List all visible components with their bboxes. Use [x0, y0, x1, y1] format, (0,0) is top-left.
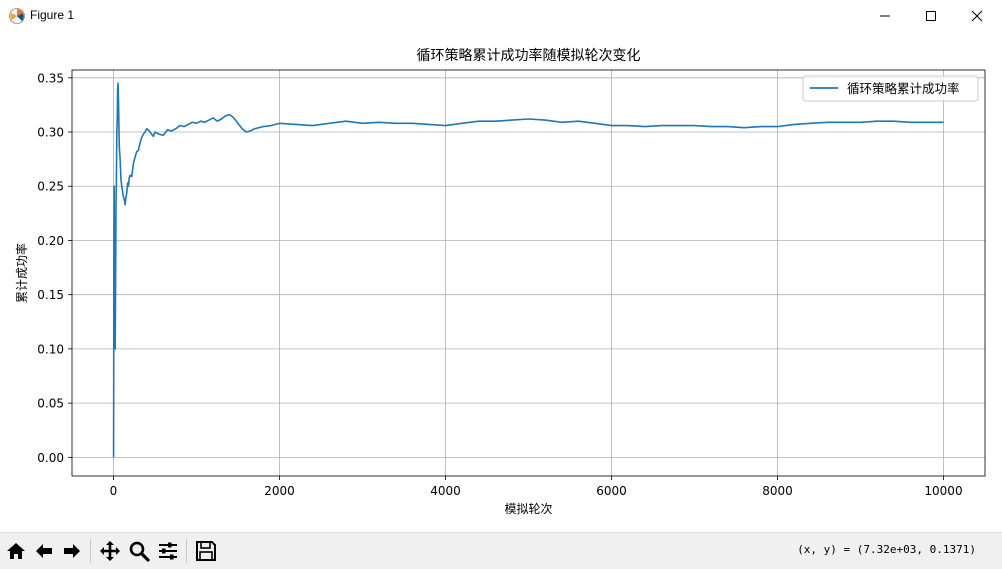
- back-icon: [36, 544, 52, 558]
- legend-label: 循环策略累计成功率: [847, 81, 960, 96]
- toolbar-separator: [186, 539, 187, 563]
- minimize-icon: [880, 15, 890, 17]
- x-tick-label: 2000: [264, 484, 295, 498]
- y-tick-label: 0.35: [37, 71, 64, 85]
- x-tick-label: 0: [110, 484, 118, 498]
- legend: 循环策略累计成功率: [802, 75, 979, 102]
- save-button[interactable]: [194, 539, 218, 563]
- y-axis-ticks: 0.00 0.05 0.10 0.15 0.20 0.25 0.30 0.35: [37, 71, 72, 465]
- title-bar: Figure 1: [0, 0, 1002, 32]
- x-tick-label: 4000: [430, 484, 461, 498]
- pan-button[interactable]: [98, 539, 122, 563]
- y-axis-label: 累计成功率: [14, 243, 29, 303]
- legend-box: [802, 75, 979, 102]
- series-layer: [112, 82, 944, 458]
- matplotlib-app-icon: [8, 7, 26, 25]
- close-icon: [971, 10, 983, 22]
- figure-canvas[interactable]: 循环策略累计成功率随模拟轮次变化 0 2000 4000 6000 8000 10000 …: [0, 32, 1002, 532]
- y-tick-label: 0.25: [37, 180, 64, 194]
- x-tick-label: 8000: [762, 484, 793, 498]
- close-button[interactable]: [954, 0, 1000, 32]
- series-line: [112, 82, 944, 458]
- back-button[interactable]: [32, 539, 56, 563]
- minimize-button[interactable]: [862, 0, 908, 32]
- y-tick-label: 0.30: [37, 126, 64, 140]
- home-button[interactable]: [4, 539, 28, 563]
- configure-subplots-button[interactable]: [156, 539, 180, 563]
- line-chart: 循环策略累计成功率随模拟轮次变化 0 2000 4000 6000 8000 10000 …: [14, 47, 986, 516]
- save-icon: [196, 541, 216, 561]
- x-axis-ticks: 0 2000 4000 6000 8000 10000: [110, 476, 963, 498]
- x-axis-label: 模拟轮次: [504, 502, 552, 516]
- y-tick-label: 0.10: [37, 342, 64, 356]
- y-tick-label: 0.05: [37, 397, 64, 411]
- maximize-button[interactable]: [908, 0, 954, 32]
- home-icon: [7, 543, 25, 559]
- cursor-coordinates: (x, y) = (7.32e+03, 0.1371): [797, 543, 976, 556]
- window-title: Figure 1: [30, 8, 75, 22]
- configure-subplots-icon: [159, 542, 177, 560]
- y-tick-label: 0.20: [37, 234, 64, 248]
- zoom-icon: [129, 541, 150, 562]
- x-tick-label: 10000: [924, 484, 962, 498]
- y-tick-label: 0.15: [37, 288, 64, 302]
- pan-icon: [100, 541, 120, 561]
- toolbar-separator: [90, 539, 91, 563]
- forward-icon: [64, 544, 80, 558]
- zoom-button[interactable]: [127, 539, 151, 563]
- forward-button[interactable]: [60, 539, 84, 563]
- chart-title: 循环策略累计成功率随模拟轮次变化: [417, 47, 641, 64]
- x-tick-label: 6000: [596, 484, 627, 498]
- y-tick-label: 0.00: [37, 451, 64, 465]
- maximize-icon: [926, 11, 936, 21]
- grid: [72, 70, 985, 476]
- navigation-toolbar: (x, y) = (7.32e+03, 0.1371): [0, 532, 1002, 569]
- plot-area: [72, 70, 985, 476]
- plot-frame: [71, 69, 986, 477]
